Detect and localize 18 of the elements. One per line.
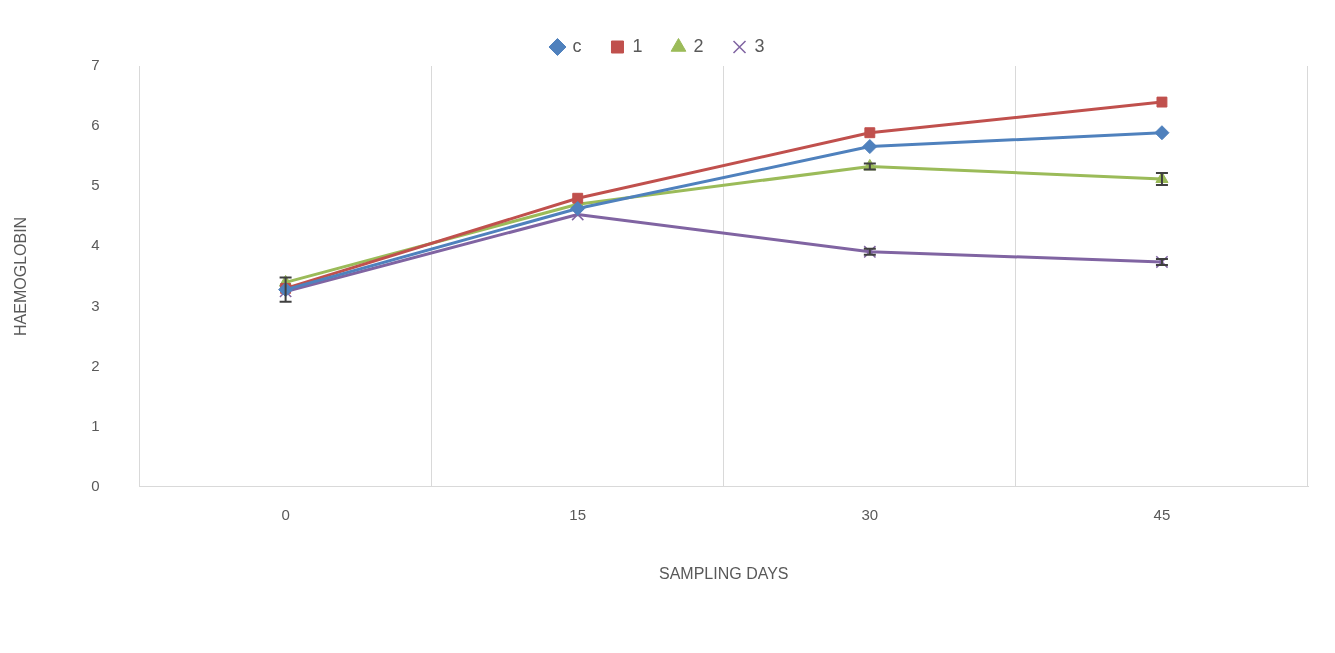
y-tick-label: 3 xyxy=(91,296,100,314)
x-tick-label: 15 xyxy=(569,505,587,523)
legend-label: 1 xyxy=(632,35,643,56)
y-tick-label: 0 xyxy=(91,476,100,494)
y-tick-label: 4 xyxy=(91,236,100,254)
x-tick-label: 0 xyxy=(281,505,290,523)
y-axis-title: HAEMOGLOBIN xyxy=(12,216,30,336)
legend-label: 3 xyxy=(754,35,765,56)
y-tick-label: 5 xyxy=(91,176,100,194)
y-tick-label: 1 xyxy=(91,416,100,434)
legend-label: c xyxy=(572,35,582,56)
y-tick-label: 6 xyxy=(91,116,100,134)
x-tick-label: 30 xyxy=(861,505,879,523)
x-tick-label: 45 xyxy=(1153,505,1171,523)
y-tick-label: 2 xyxy=(91,356,100,374)
legend-label: 2 xyxy=(693,35,704,56)
x-axis-title: SAMPLING DAYS xyxy=(659,564,789,582)
y-tick-label: 7 xyxy=(91,56,100,74)
